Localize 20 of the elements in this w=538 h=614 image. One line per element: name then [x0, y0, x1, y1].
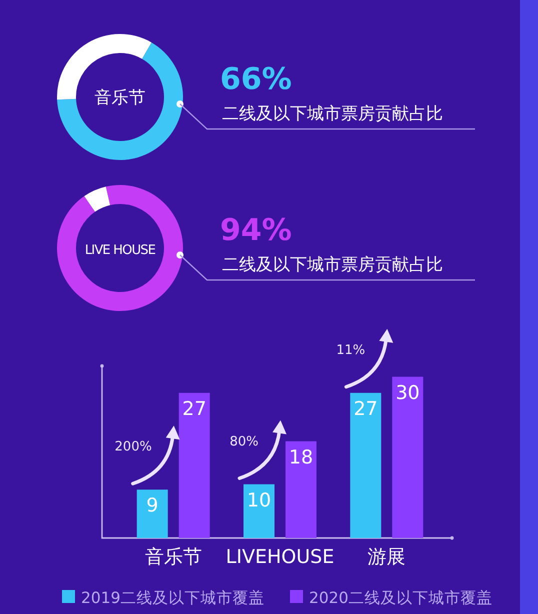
data-label: 27: [182, 398, 206, 420]
data-label: 27: [354, 398, 378, 420]
data-label: 10: [246, 489, 272, 512]
legend-label: 2019二线及以下城市覆盖: [81, 589, 264, 607]
slice-label: 二线及以下城市票房贡献占比: [222, 255, 443, 275]
data-label: 30: [396, 382, 420, 404]
data-label: 9: [146, 494, 158, 517]
data-label: 18: [288, 446, 314, 468]
data-label: 66%: [220, 62, 292, 97]
data-label: 94%: [220, 213, 292, 248]
text: 音乐节: [94, 88, 146, 108]
text: 11%: [336, 342, 366, 358]
annotation: 200%: [114, 440, 152, 455]
legend-label: 2020二线及以下城市覆盖: [309, 589, 492, 607]
x-tick-label: 音乐节: [144, 546, 202, 568]
x-tick-label: LIVEHOUSE: [226, 546, 334, 568]
text: LIVE HOUSE: [84, 243, 156, 258]
x-tick-label: 游展: [368, 546, 406, 568]
annotation: 80%: [230, 434, 258, 450]
slice-label: 二线及以下城市票房贡献占比: [222, 104, 443, 124]
